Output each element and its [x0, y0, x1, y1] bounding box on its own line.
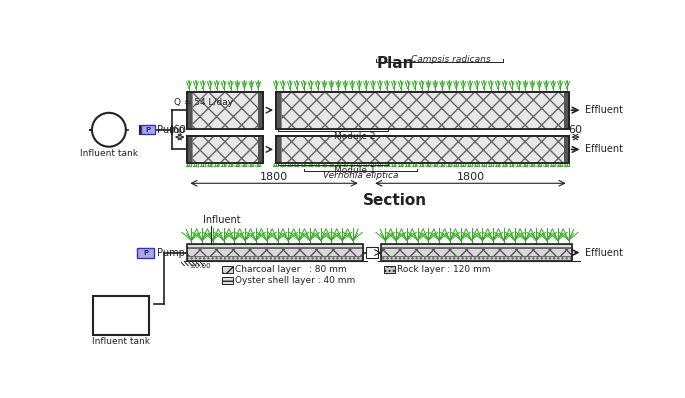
Text: 60: 60 — [173, 125, 187, 135]
Text: Module 1: Module 1 — [334, 166, 375, 175]
Text: ±0.00: ±0.00 — [189, 263, 210, 269]
Circle shape — [92, 113, 126, 147]
Text: 60: 60 — [569, 125, 582, 135]
Bar — [188, 92, 263, 129]
Bar — [281, 92, 564, 129]
Bar — [93, 297, 149, 335]
Text: 170: 170 — [370, 247, 375, 258]
Bar — [188, 136, 263, 163]
Bar — [222, 266, 233, 273]
Text: Oyster shell layer : 40 mm: Oyster shell layer : 40 mm — [235, 276, 356, 285]
Bar — [276, 136, 569, 163]
Bar — [188, 244, 363, 248]
Bar — [188, 136, 192, 163]
Text: Effluent: Effluent — [585, 144, 623, 154]
Bar — [188, 256, 363, 261]
Text: Section: Section — [363, 193, 427, 207]
Text: 1800: 1800 — [456, 172, 484, 182]
Bar — [276, 136, 569, 163]
Text: Charcoal layer   : 80 mm: Charcoal layer : 80 mm — [235, 265, 347, 274]
Bar — [276, 92, 569, 129]
Text: Effluent: Effluent — [585, 248, 623, 258]
Bar — [366, 247, 378, 258]
Bar — [258, 136, 263, 163]
Text: Pump: Pump — [157, 248, 184, 258]
Text: Q = 54 L/day: Q = 54 L/day — [173, 98, 233, 107]
Text: Influent tank: Influent tank — [92, 337, 150, 345]
Bar — [384, 266, 395, 273]
Text: P: P — [143, 250, 149, 256]
Text: Vernonia eliptica: Vernonia eliptica — [323, 171, 399, 180]
Text: Campsis radicans: Campsis radicans — [411, 55, 490, 64]
Bar — [138, 248, 154, 258]
Bar — [188, 244, 363, 261]
Bar — [276, 136, 281, 163]
Text: Rock layer : 120 mm: Rock layer : 120 mm — [397, 265, 490, 274]
Text: Influent: Influent — [203, 215, 240, 225]
Text: Influent tank: Influent tank — [80, 149, 138, 158]
Bar — [382, 244, 573, 248]
Text: 1800: 1800 — [260, 172, 288, 182]
Bar — [258, 92, 263, 129]
Text: P: P — [146, 127, 151, 133]
Bar — [192, 92, 258, 129]
Bar — [281, 136, 564, 163]
Bar — [564, 92, 569, 129]
Bar — [192, 136, 258, 163]
Bar — [382, 256, 573, 261]
Text: Pump: Pump — [158, 125, 185, 135]
Bar — [382, 244, 573, 261]
Bar — [276, 92, 569, 129]
Bar — [382, 248, 573, 256]
Text: Plan: Plan — [377, 56, 414, 71]
Bar — [188, 136, 263, 163]
Bar — [188, 92, 263, 129]
Bar — [222, 277, 233, 284]
Bar — [564, 136, 569, 163]
Bar — [188, 248, 363, 256]
Text: Effluent: Effluent — [585, 105, 623, 115]
Bar — [276, 92, 281, 129]
Bar — [188, 92, 192, 129]
Bar — [141, 125, 155, 135]
Text: Module 2: Module 2 — [334, 132, 375, 140]
